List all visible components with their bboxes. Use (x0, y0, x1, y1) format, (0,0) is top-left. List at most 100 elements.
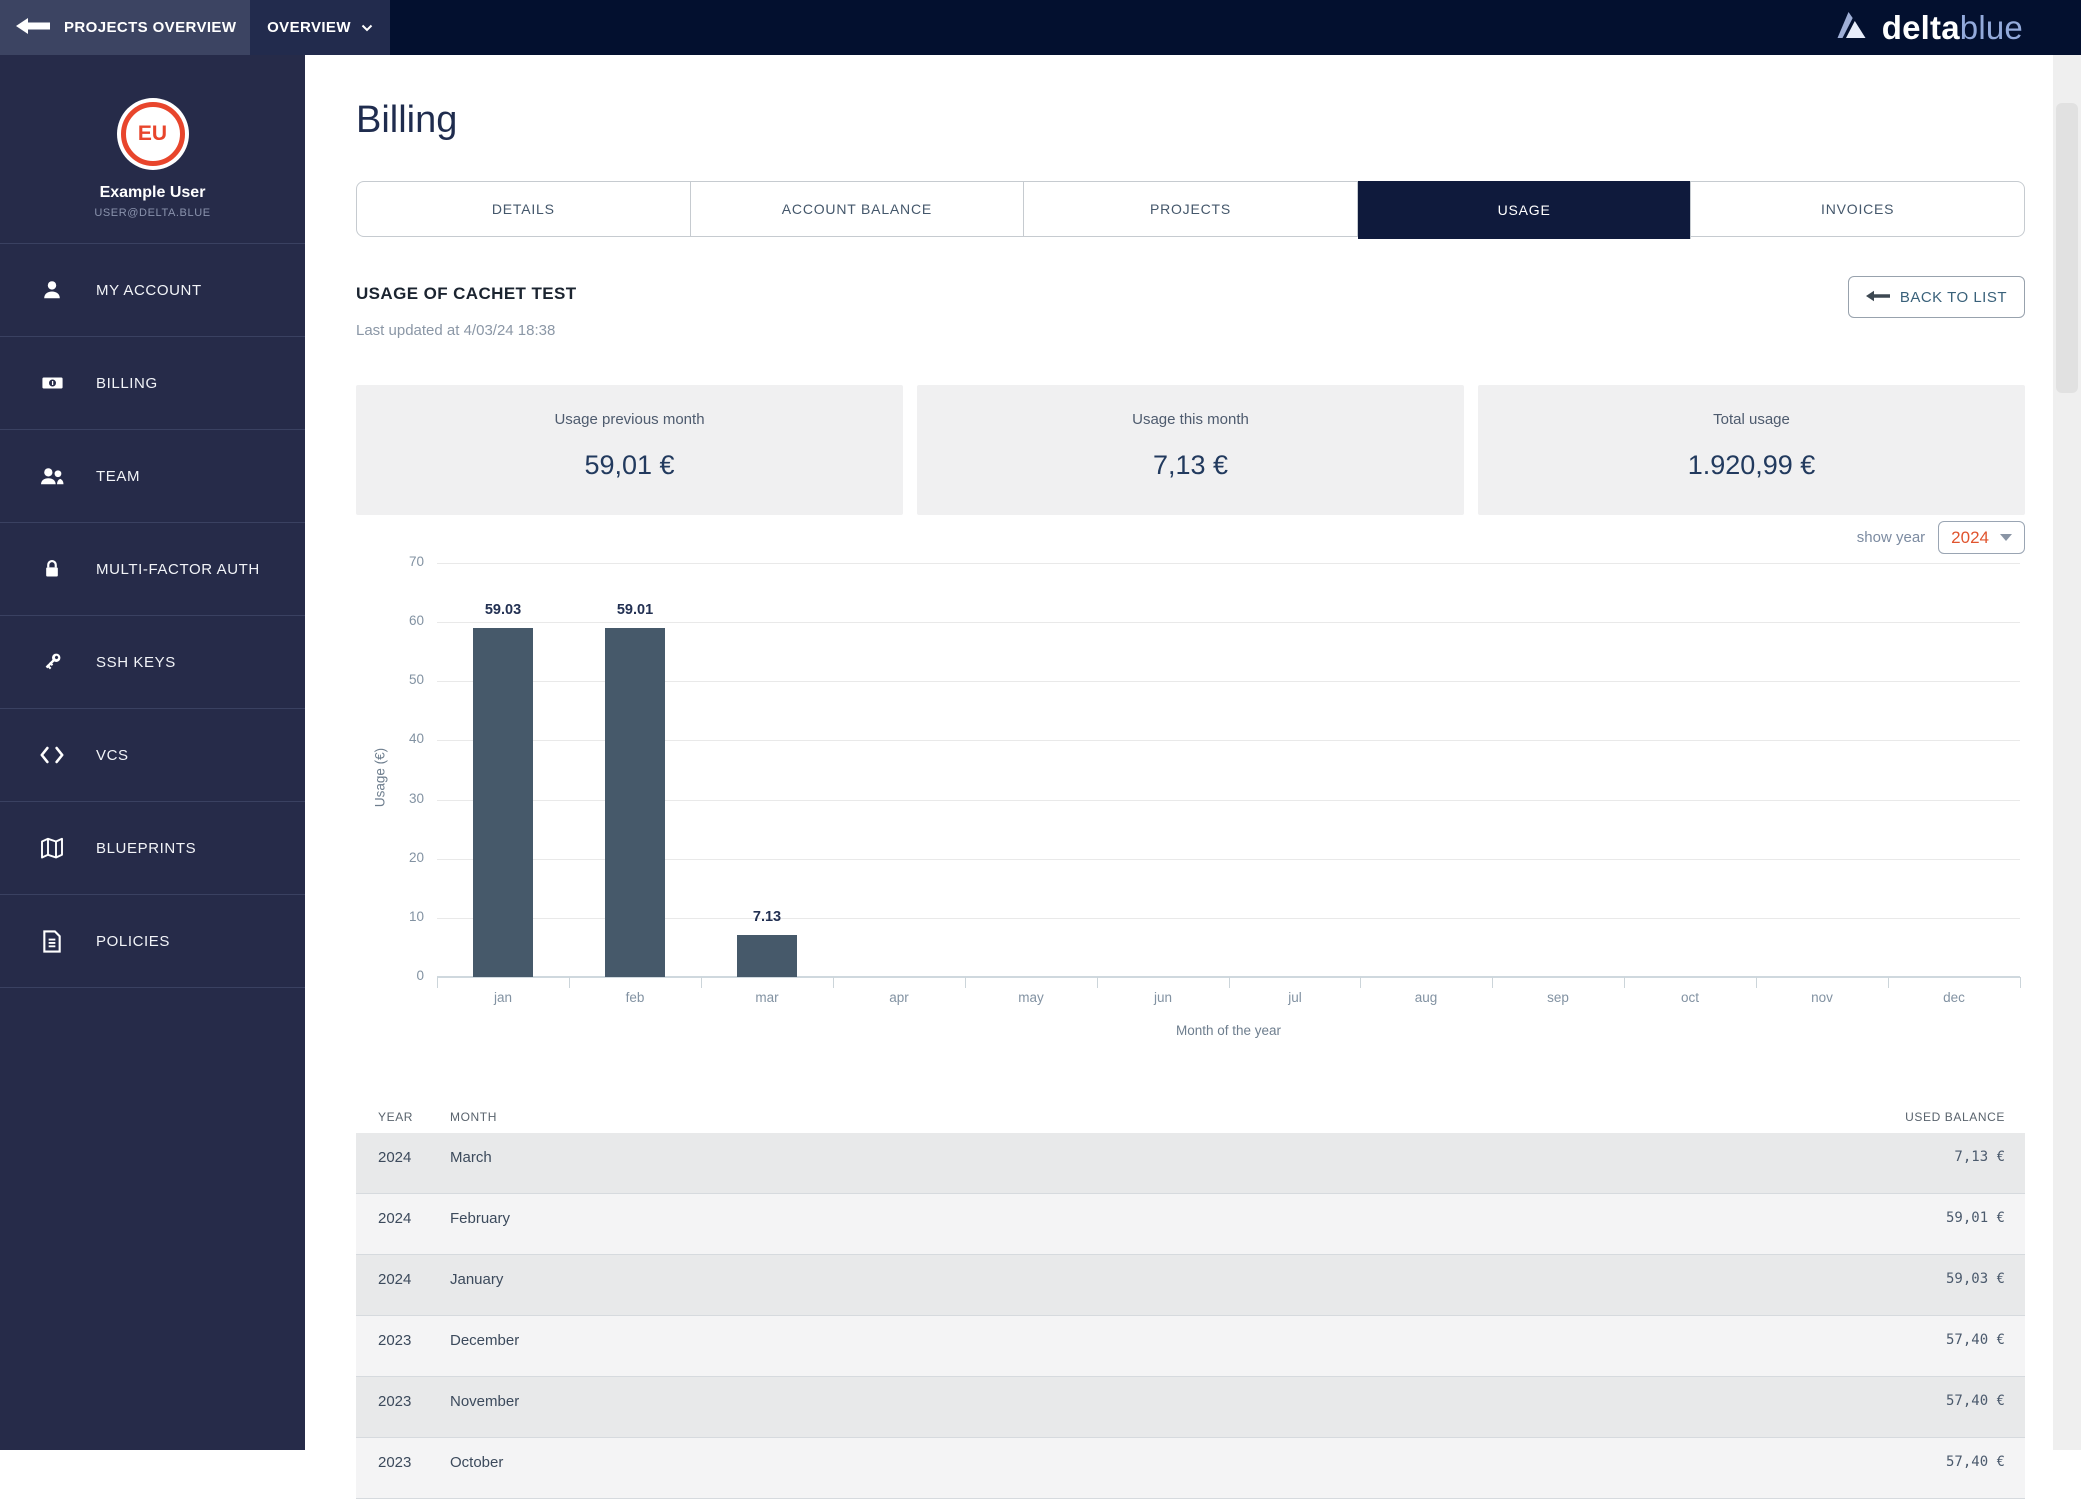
tab-invoices[interactable]: INVOICES (1691, 182, 2024, 236)
deltablue-logo: deltablue (1836, 0, 2023, 55)
bar-value-label: 59.03 (453, 602, 553, 618)
bar-value-label: 59.01 (585, 602, 685, 618)
table-row: 2024February59,01 € (356, 1194, 2025, 1255)
caret-down-icon (2000, 534, 2012, 541)
y-tick-label: 50 (356, 672, 424, 687)
year-select[interactable]: 2024 (1938, 521, 2025, 554)
stat-label: Total usage (1478, 411, 2025, 428)
brand-text: deltablue (1882, 9, 2023, 47)
sidebar-item-vcs[interactable]: VCS (0, 709, 305, 802)
cell-year: 2023 (356, 1454, 450, 1471)
lock-icon (38, 558, 66, 580)
sidebar-item-label: BLUEPRINTS (96, 840, 196, 857)
tab-account-balance[interactable]: ACCOUNT BALANCE (691, 182, 1025, 236)
sidebar-item-ssh-keys[interactable]: SSH KEYS (0, 616, 305, 709)
gridline (437, 859, 2020, 860)
table-row: 2023October57,40 € (356, 1438, 2025, 1499)
map-icon (38, 837, 66, 859)
sidebar-item-billing[interactable]: BILLING (0, 337, 305, 430)
stat-value: 1.920,99 € (1478, 450, 2025, 481)
year-value: 2024 (1951, 528, 1989, 548)
year-selector-row: show year 2024 (1857, 521, 2025, 554)
stat-value: 59,01 € (356, 450, 903, 481)
billing-tabs: DETAILS ACCOUNT BALANCE PROJECTS USAGE I… (356, 181, 2025, 237)
projects-overview-button[interactable]: PROJECTS OVERVIEW (0, 0, 250, 55)
sidebar-item-label: POLICIES (96, 933, 170, 950)
cell-month: December (450, 1332, 1946, 1349)
sidebar-nav: MY ACCOUNT BILLING TEAM MULTI-FACTOR AUT… (0, 243, 305, 988)
users-icon (38, 465, 66, 487)
x-tick-label: aug (1360, 990, 1492, 1005)
bar-value-label: 7.13 (717, 909, 817, 925)
sidebar-item-label: SSH KEYS (96, 654, 176, 671)
sidebar-item-label: VCS (96, 747, 129, 764)
bar-jan (473, 628, 533, 977)
cell-year: 2023 (356, 1332, 450, 1349)
back-arrow-icon (16, 18, 50, 38)
cell-month: October (450, 1454, 1946, 1471)
cell-used-balance: 57,40 € (1946, 1332, 2025, 1348)
stat-label: Usage this month (917, 411, 1464, 428)
tab-details[interactable]: DETAILS (357, 182, 691, 236)
x-tick-label: may (965, 990, 1097, 1005)
x-tick-mark (965, 977, 966, 988)
stat-card-total-usage: Total usage 1.920,99 € (1478, 385, 2025, 515)
back-arrow-icon (1866, 289, 1890, 306)
x-tick-mark (1229, 977, 1230, 988)
scrollbar-thumb[interactable] (2056, 103, 2078, 393)
cell-month: March (450, 1149, 1954, 1166)
stat-card-previous-month: Usage previous month 59,01 € (356, 385, 903, 515)
gridline (437, 918, 2020, 919)
sidebar-item-team[interactable]: TEAM (0, 430, 305, 523)
cell-used-balance: 59,01 € (1946, 1210, 2025, 1226)
x-tick-mark (437, 977, 438, 988)
overview-dropdown[interactable]: OVERVIEW (250, 0, 390, 55)
user-icon (38, 279, 66, 301)
vertical-scrollbar[interactable] (2053, 55, 2081, 1450)
x-tick-label: jun (1097, 990, 1229, 1005)
y-tick-label: 60 (356, 613, 424, 628)
sidebar-item-my-account[interactable]: MY ACCOUNT (0, 244, 305, 337)
stat-value: 7,13 € (917, 450, 1464, 481)
chevron-down-icon (361, 19, 373, 36)
x-tick-mark (2020, 977, 2021, 988)
y-tick-label: 70 (356, 554, 424, 569)
projects-overview-label: PROJECTS OVERVIEW (64, 19, 236, 36)
table-row: 2024January59,03 € (356, 1255, 2025, 1316)
y-tick-label: 10 (356, 909, 424, 924)
brand-blue: blue (1960, 9, 2023, 46)
x-tick-label: jan (437, 990, 569, 1005)
x-tick-mark (1097, 977, 1098, 988)
y-tick-label: 20 (356, 850, 424, 865)
usage-table: YEAR MONTH USED BALANCE 2024March7,13 €2… (356, 1100, 2025, 1499)
cell-year: 2023 (356, 1393, 450, 1410)
sidebar-item-policies[interactable]: POLICIES (0, 895, 305, 988)
top-bar: PROJECTS OVERVIEW OVERVIEW deltablue (0, 0, 2081, 55)
gridline (437, 740, 2020, 741)
x-tick-mark (1888, 977, 1889, 988)
stat-label: Usage previous month (356, 411, 903, 428)
sidebar-item-blueprints[interactable]: BLUEPRINTS (0, 802, 305, 895)
cell-used-balance: 57,40 € (1946, 1454, 2025, 1470)
avatar: EU (121, 102, 185, 166)
avatar-initials: EU (138, 122, 167, 146)
x-tick-mark (569, 977, 570, 988)
table-body: 2024March7,13 €2024February59,01 €2024Ja… (356, 1133, 2025, 1499)
cell-used-balance: 57,40 € (1946, 1393, 2025, 1409)
tab-projects[interactable]: PROJECTS (1024, 182, 1358, 236)
x-tick-mark (701, 977, 702, 988)
sidebar-item-multi-factor-auth[interactable]: MULTI-FACTOR AUTH (0, 523, 305, 616)
sidebar-item-label: MY ACCOUNT (96, 282, 202, 299)
table-header: YEAR MONTH USED BALANCE (356, 1100, 2025, 1133)
x-tick-label: apr (833, 990, 965, 1005)
gridline (437, 681, 2020, 682)
cell-year: 2024 (356, 1149, 450, 1166)
x-tick-label: nov (1756, 990, 1888, 1005)
code-icon (38, 745, 66, 765)
tab-usage[interactable]: USAGE (1358, 181, 1692, 239)
gridline (437, 563, 2020, 564)
back-to-list-button[interactable]: BACK TO LIST (1848, 276, 2025, 318)
table-row: 2023November57,40 € (356, 1377, 2025, 1438)
x-tick-mark (1624, 977, 1625, 988)
gridline (437, 622, 2020, 623)
